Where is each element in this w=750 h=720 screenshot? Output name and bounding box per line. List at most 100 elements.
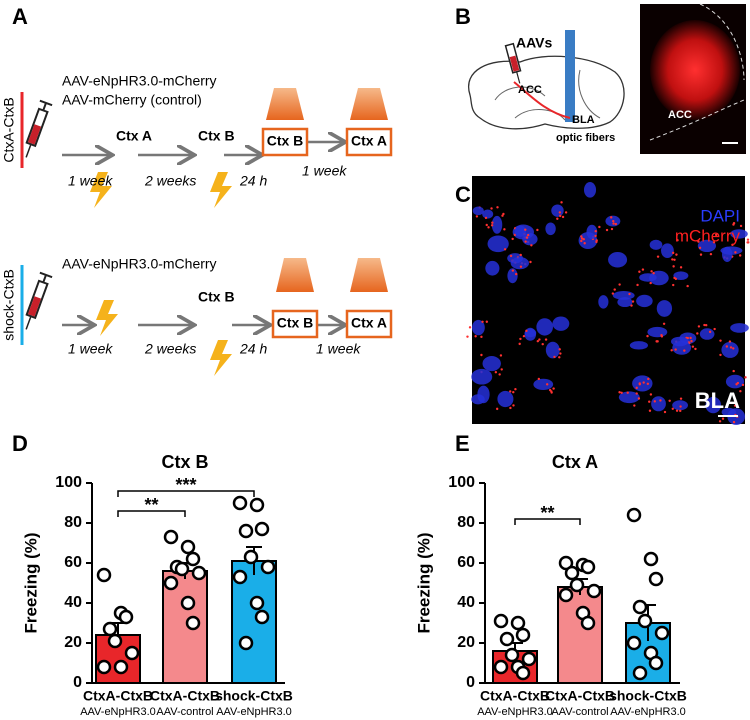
nucleus: [618, 391, 640, 404]
nucleus: [533, 378, 554, 390]
y-tick-label: 80: [64, 514, 82, 531]
puncta: [499, 354, 503, 357]
puncta: [739, 224, 743, 228]
puncta: [746, 238, 750, 241]
puncta: [556, 217, 559, 220]
x-tick-label: shock-CtxB: [609, 688, 687, 704]
nucleus: [699, 328, 715, 340]
nucleus: [491, 215, 503, 234]
puncta: [728, 340, 732, 343]
panel-label: D: [12, 431, 28, 456]
puncta: [511, 269, 515, 272]
puncta: [679, 266, 683, 269]
puncta: [656, 340, 659, 343]
significance-bracket: [117, 510, 186, 517]
nucleus: [721, 407, 736, 417]
significance-label: **: [144, 495, 158, 515]
data-point: [163, 575, 179, 591]
chart-title: Ctx B: [161, 452, 208, 472]
puncta: [501, 214, 504, 217]
puncta: [468, 326, 472, 329]
puncta: [713, 327, 716, 331]
puncta: [545, 383, 549, 386]
x-tick-label: CtxA-CtxB: [150, 688, 220, 704]
data-point: [654, 625, 670, 641]
puncta: [491, 221, 494, 224]
puncta: [519, 265, 523, 268]
puncta: [524, 228, 527, 231]
puncta: [525, 236, 529, 239]
puncta: [656, 255, 660, 258]
panel-label: C: [455, 182, 471, 207]
syringe: [25, 99, 53, 158]
data-point: [632, 599, 648, 615]
puncta: [490, 224, 494, 227]
puncta: [683, 349, 686, 352]
interval-label: 24 h: [239, 341, 267, 357]
y-tick-label: 20: [457, 634, 475, 651]
puncta: [522, 334, 526, 338]
puncta: [650, 270, 653, 273]
puncta: [718, 420, 722, 423]
data-point: [515, 665, 531, 681]
significance-label: **: [540, 503, 554, 523]
nucleus: [477, 385, 490, 404]
puncta: [580, 235, 583, 238]
x-tick-sublabel: AAV-eNpHR3.0: [80, 706, 156, 718]
optic-fiber: [565, 30, 575, 122]
context-label: Ctx B: [198, 289, 235, 305]
puncta: [512, 390, 515, 394]
y-tick-label: 40: [457, 594, 475, 611]
data-point: [185, 615, 201, 631]
puncta: [741, 383, 745, 387]
puncta: [696, 332, 699, 335]
puncta: [503, 228, 506, 231]
x-tick-sublabel: AAV-control: [551, 706, 608, 718]
light-cone: [266, 88, 304, 120]
nucleus: [472, 206, 484, 216]
y-tick-label: 100: [448, 474, 475, 491]
puncta: [509, 390, 512, 393]
puncta: [494, 371, 498, 374]
puncta: [484, 216, 488, 220]
puncta: [594, 234, 597, 238]
y-tick-label: 0: [73, 674, 82, 691]
shock-icon: [210, 172, 232, 208]
puncta: [698, 246, 702, 250]
puncta: [537, 377, 541, 381]
puncta: [699, 253, 703, 256]
y-tick-label: 40: [64, 594, 82, 611]
puncta: [721, 417, 725, 420]
interval-label: 24 h: [239, 173, 267, 189]
group-label: shock-CtxB: [1, 269, 17, 341]
data-point: [232, 495, 248, 511]
nucleus: [722, 246, 733, 263]
data-point: [493, 659, 509, 675]
puncta: [659, 399, 662, 402]
nucleus: [730, 229, 748, 239]
data-point: [493, 613, 509, 629]
data-point: [632, 665, 648, 681]
data-point: [96, 659, 112, 675]
data-point: [504, 647, 520, 663]
puncta: [626, 391, 629, 394]
panel-c: [466, 176, 750, 425]
puncta: [536, 228, 539, 232]
puncta: [649, 393, 653, 396]
region-label: ACC: [518, 84, 542, 96]
y-tick-label: 0: [466, 674, 475, 691]
data-point: [626, 635, 642, 651]
data-point: [586, 583, 602, 599]
x-tick-label: CtxA-CtxB: [83, 688, 153, 704]
context-label: Ctx B: [277, 315, 314, 331]
puncta: [480, 353, 483, 357]
puncta: [466, 335, 469, 338]
nucleus: [660, 243, 674, 258]
puncta: [525, 329, 528, 333]
data-point: [180, 595, 196, 611]
nucleus: [545, 222, 556, 236]
puncta: [524, 240, 527, 243]
puncta: [519, 253, 522, 257]
puncta: [691, 345, 695, 348]
puncta: [526, 233, 530, 237]
